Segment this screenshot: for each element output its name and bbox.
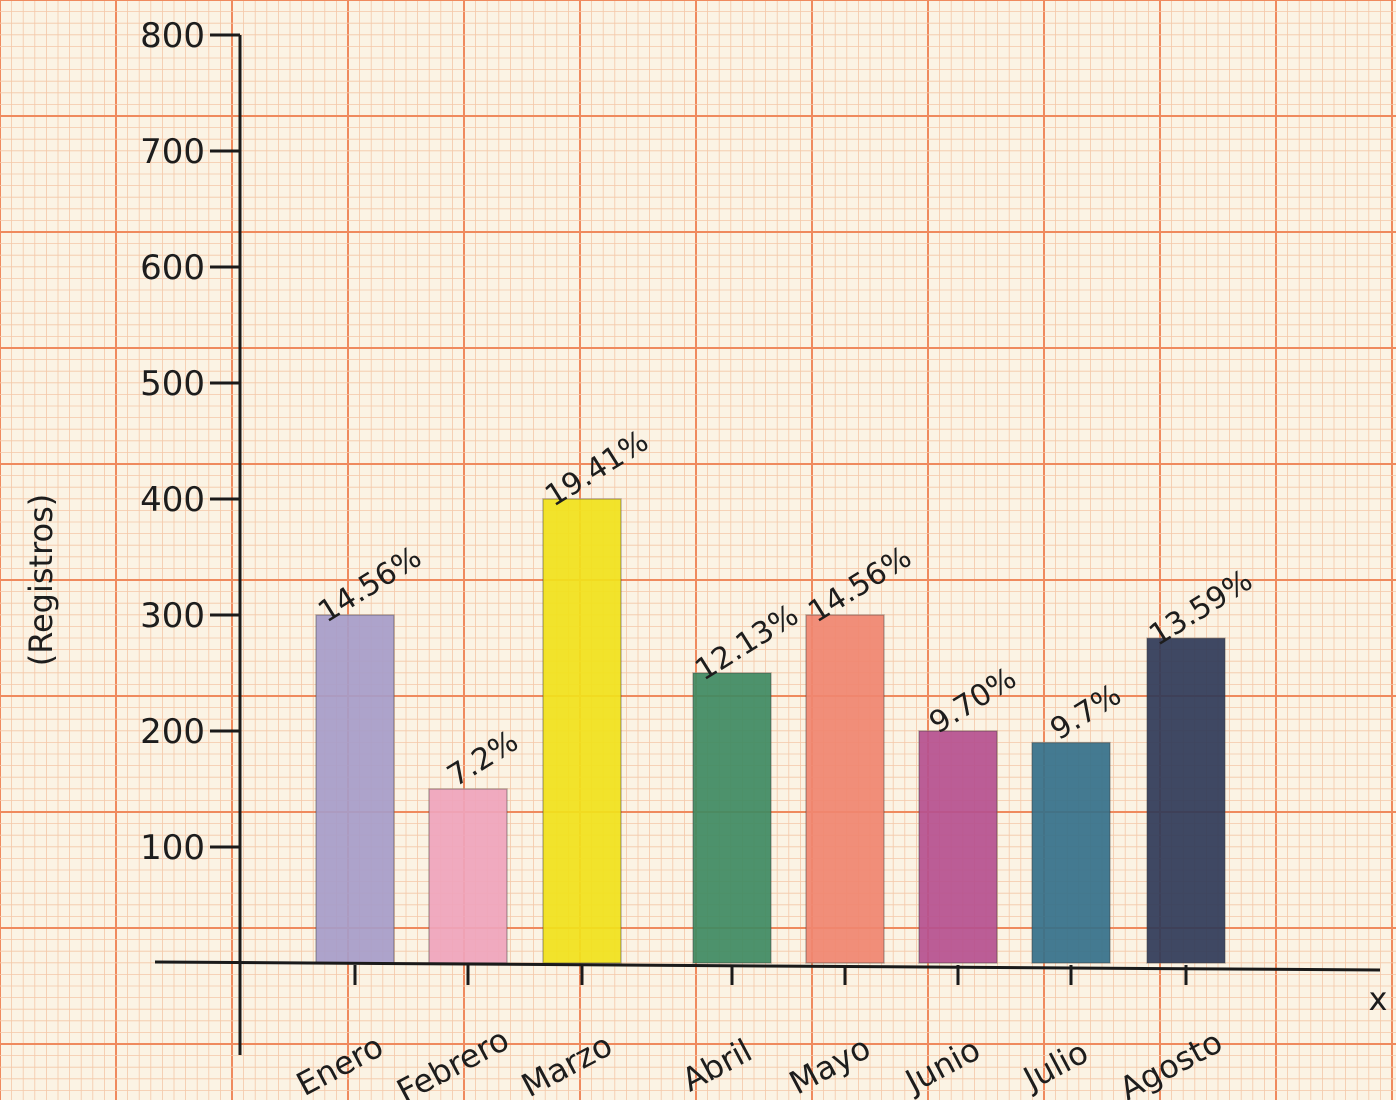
y-tick-label: 300 — [140, 596, 205, 636]
y-tick-label: 700 — [140, 132, 205, 172]
axes-group — [154, 35, 1381, 1055]
data-labels-group: 14.56%7.2%19.41%12.13%14.56%9.70% 9.7%13.… — [312, 424, 1259, 794]
y-tick-label: 600 — [140, 248, 205, 288]
y-tick-label: 400 — [140, 480, 205, 520]
y-axis-label: (Registros) — [22, 494, 60, 667]
category-label: Agosto — [1113, 1023, 1228, 1100]
y-tick-label: 100 — [140, 828, 205, 868]
category-label: Abril — [676, 1031, 758, 1099]
bar-julio — [1031, 741, 1111, 964]
bar-agosto — [1146, 637, 1226, 964]
category-label: Enero — [290, 1027, 389, 1100]
category-label: Julio — [1016, 1033, 1095, 1099]
bar-abril — [692, 672, 772, 964]
bar-febrero — [428, 788, 508, 964]
bar-mayo — [805, 614, 885, 964]
data-label: 9.7% — [1044, 678, 1127, 748]
y-tick-label: 200 — [140, 712, 205, 752]
bar-enero — [315, 614, 395, 964]
y-ticks-group: 100 200 300 400 500 600 700 800 — [140, 16, 240, 868]
y-tick-label: 500 — [140, 364, 205, 404]
bar-junio — [918, 730, 998, 964]
data-label: 7.2% — [441, 724, 524, 794]
x-axis-end-label: x — [1369, 980, 1388, 1018]
x-axis-line — [154, 960, 1381, 972]
category-label: Mayo — [783, 1028, 877, 1100]
bar-marzo — [542, 498, 622, 964]
category-label: Junio — [898, 1030, 987, 1100]
bars-group — [315, 498, 1226, 964]
y-tick-label: 800 — [140, 16, 205, 56]
